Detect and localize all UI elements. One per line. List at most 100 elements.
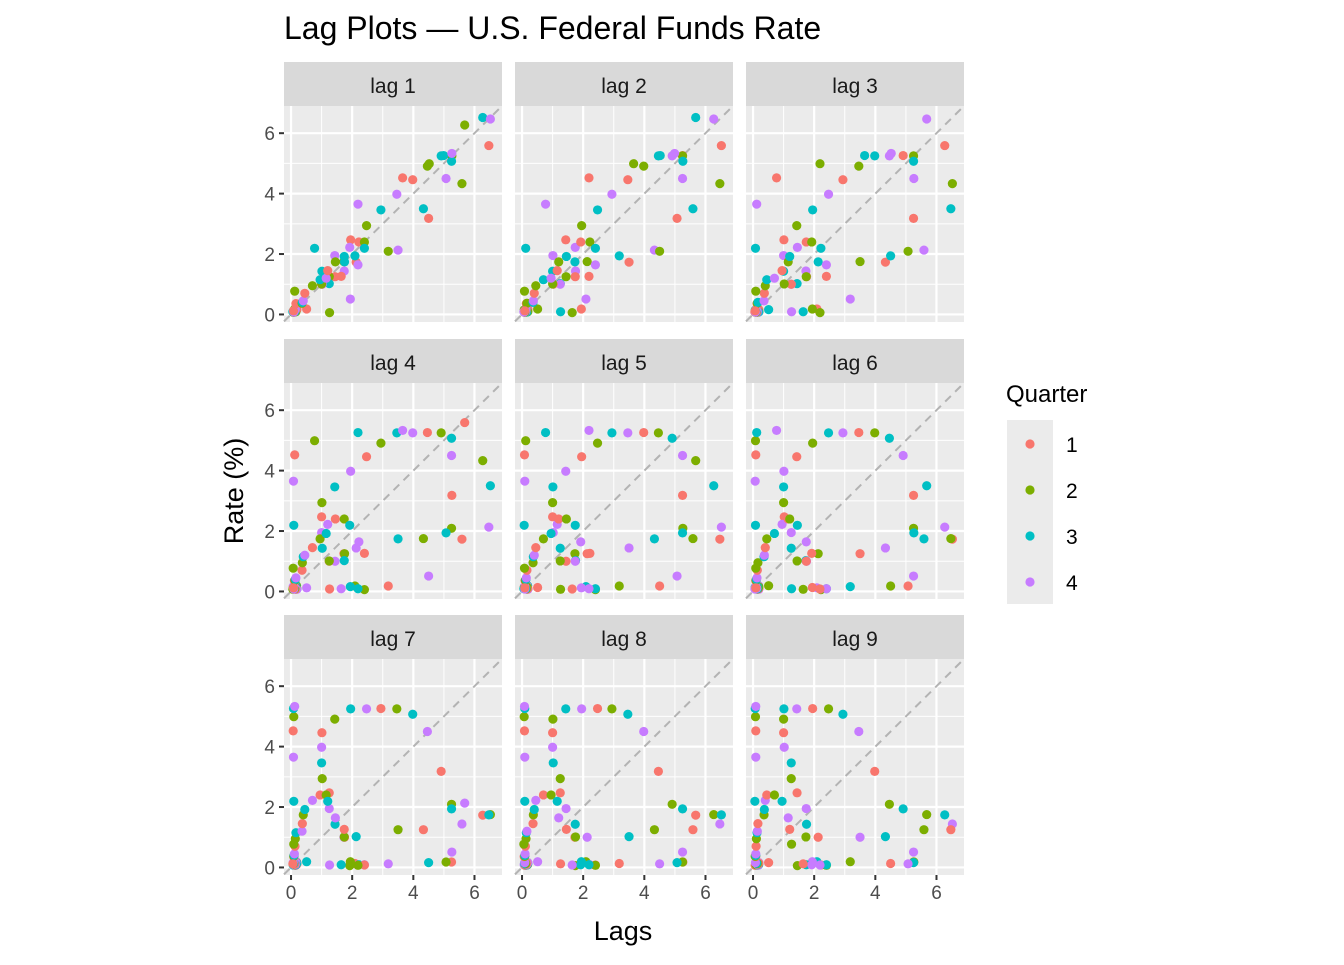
- data-point-q1: [777, 266, 787, 276]
- x-tick-label: 2: [578, 883, 589, 904]
- data-point-q4: [484, 522, 494, 532]
- data-point-q1: [531, 543, 541, 553]
- data-point-q3: [672, 858, 682, 868]
- data-point-q2: [353, 860, 363, 870]
- data-point-q1: [779, 728, 789, 738]
- data-point-q2: [418, 533, 429, 544]
- data-point-q3: [351, 832, 361, 842]
- facet-strip-label: lag 6: [832, 352, 878, 375]
- data-point-q4: [576, 583, 586, 593]
- data-point-q2: [457, 179, 467, 189]
- data-point-q4: [528, 296, 538, 306]
- data-point-q4: [529, 550, 539, 560]
- data-point-q1: [576, 237, 586, 247]
- data-point-q2: [570, 549, 580, 559]
- data-point-q1: [307, 543, 318, 553]
- data-point-q1: [886, 858, 896, 869]
- data-point-q2: [436, 428, 446, 438]
- x-axis-label: Lags: [594, 916, 653, 946]
- data-point-q4: [751, 752, 761, 762]
- data-point-q4: [838, 428, 848, 438]
- data-point-q1: [779, 235, 789, 245]
- data-point-q4: [353, 199, 363, 209]
- data-point-q1: [561, 235, 571, 245]
- data-point-q4: [786, 527, 796, 538]
- data-point-q2: [947, 179, 957, 189]
- data-point-q3: [614, 251, 624, 261]
- data-point-q3: [350, 251, 360, 261]
- data-point-q3: [786, 758, 796, 768]
- data-point-q2: [307, 281, 318, 291]
- data-point-q2: [359, 237, 370, 247]
- data-point-q3: [880, 832, 891, 842]
- facet-strip-label: lag 8: [601, 628, 647, 651]
- data-point-q3: [649, 534, 660, 544]
- data-point-q1: [552, 266, 562, 276]
- data-point-q2: [317, 498, 327, 508]
- data-point-q2: [667, 799, 677, 809]
- data-point-q4: [751, 849, 761, 859]
- x-tick-label: 0: [517, 883, 528, 904]
- data-point-q2: [330, 714, 340, 724]
- data-point-q1: [750, 306, 760, 316]
- data-point-q1: [771, 173, 782, 183]
- data-point-q3: [584, 860, 594, 870]
- data-point-q3: [289, 520, 299, 530]
- data-point-q2: [289, 839, 299, 849]
- data-point-q1: [716, 140, 726, 151]
- data-point-q2: [309, 436, 320, 446]
- data-point-q1: [655, 581, 665, 591]
- data-point-q3: [870, 151, 880, 161]
- data-point-q4: [792, 704, 802, 714]
- y-tick-label: 0: [264, 582, 275, 603]
- data-point-q4: [288, 476, 299, 486]
- data-point-q1: [585, 548, 595, 558]
- data-point-q3: [346, 704, 356, 714]
- data-point-q1: [336, 271, 346, 281]
- facet-panel-lag-9: lag 9 0 2 4 6: [745, 615, 965, 904]
- data-point-q1: [570, 272, 580, 282]
- data-point-q2: [361, 221, 372, 231]
- facet-strip: [515, 62, 733, 106]
- data-point-q1: [903, 581, 913, 591]
- data-point-q2: [546, 790, 556, 800]
- data-point-q2: [764, 581, 774, 591]
- data-point-q3: [548, 482, 558, 492]
- data-point-q4: [623, 428, 633, 438]
- data-point-q2: [288, 563, 298, 573]
- data-point-q1: [422, 427, 432, 438]
- data-point-q3: [762, 275, 772, 285]
- data-point-q4: [345, 294, 355, 304]
- data-point-q2: [922, 809, 932, 820]
- data-point-q2: [460, 120, 470, 130]
- facet-panel-lag-6: lag 6: [745, 339, 965, 600]
- facet-strip-label: lag 2: [601, 75, 647, 98]
- y-tick-label: 4: [264, 462, 275, 483]
- reference-line-y-equals-x: [283, 105, 503, 323]
- data-point-q4: [855, 832, 865, 842]
- data-point-q1: [457, 534, 467, 544]
- data-point-q1: [762, 790, 772, 800]
- data-point-q3: [336, 860, 346, 870]
- data-point-q3: [919, 534, 929, 544]
- data-point-q1: [460, 417, 470, 428]
- data-point-q4: [759, 550, 769, 560]
- data-point-q4: [298, 296, 308, 306]
- data-point-q4: [624, 543, 634, 553]
- data-point-q4: [398, 425, 408, 436]
- data-point-q2: [870, 428, 880, 438]
- data-point-q4: [590, 260, 601, 270]
- data-point-q2: [815, 159, 825, 169]
- facet-strip: [284, 62, 502, 106]
- data-point-q1: [759, 288, 769, 298]
- data-point-q4: [709, 114, 719, 124]
- data-point-q4: [561, 803, 571, 814]
- data-point-q4: [577, 704, 587, 714]
- data-point-q1: [288, 726, 298, 736]
- data-point-q4: [554, 813, 564, 823]
- data-point-q2: [786, 774, 796, 784]
- data-point-q2: [823, 704, 834, 714]
- data-point-q4: [307, 795, 318, 805]
- data-point-q2: [808, 438, 818, 448]
